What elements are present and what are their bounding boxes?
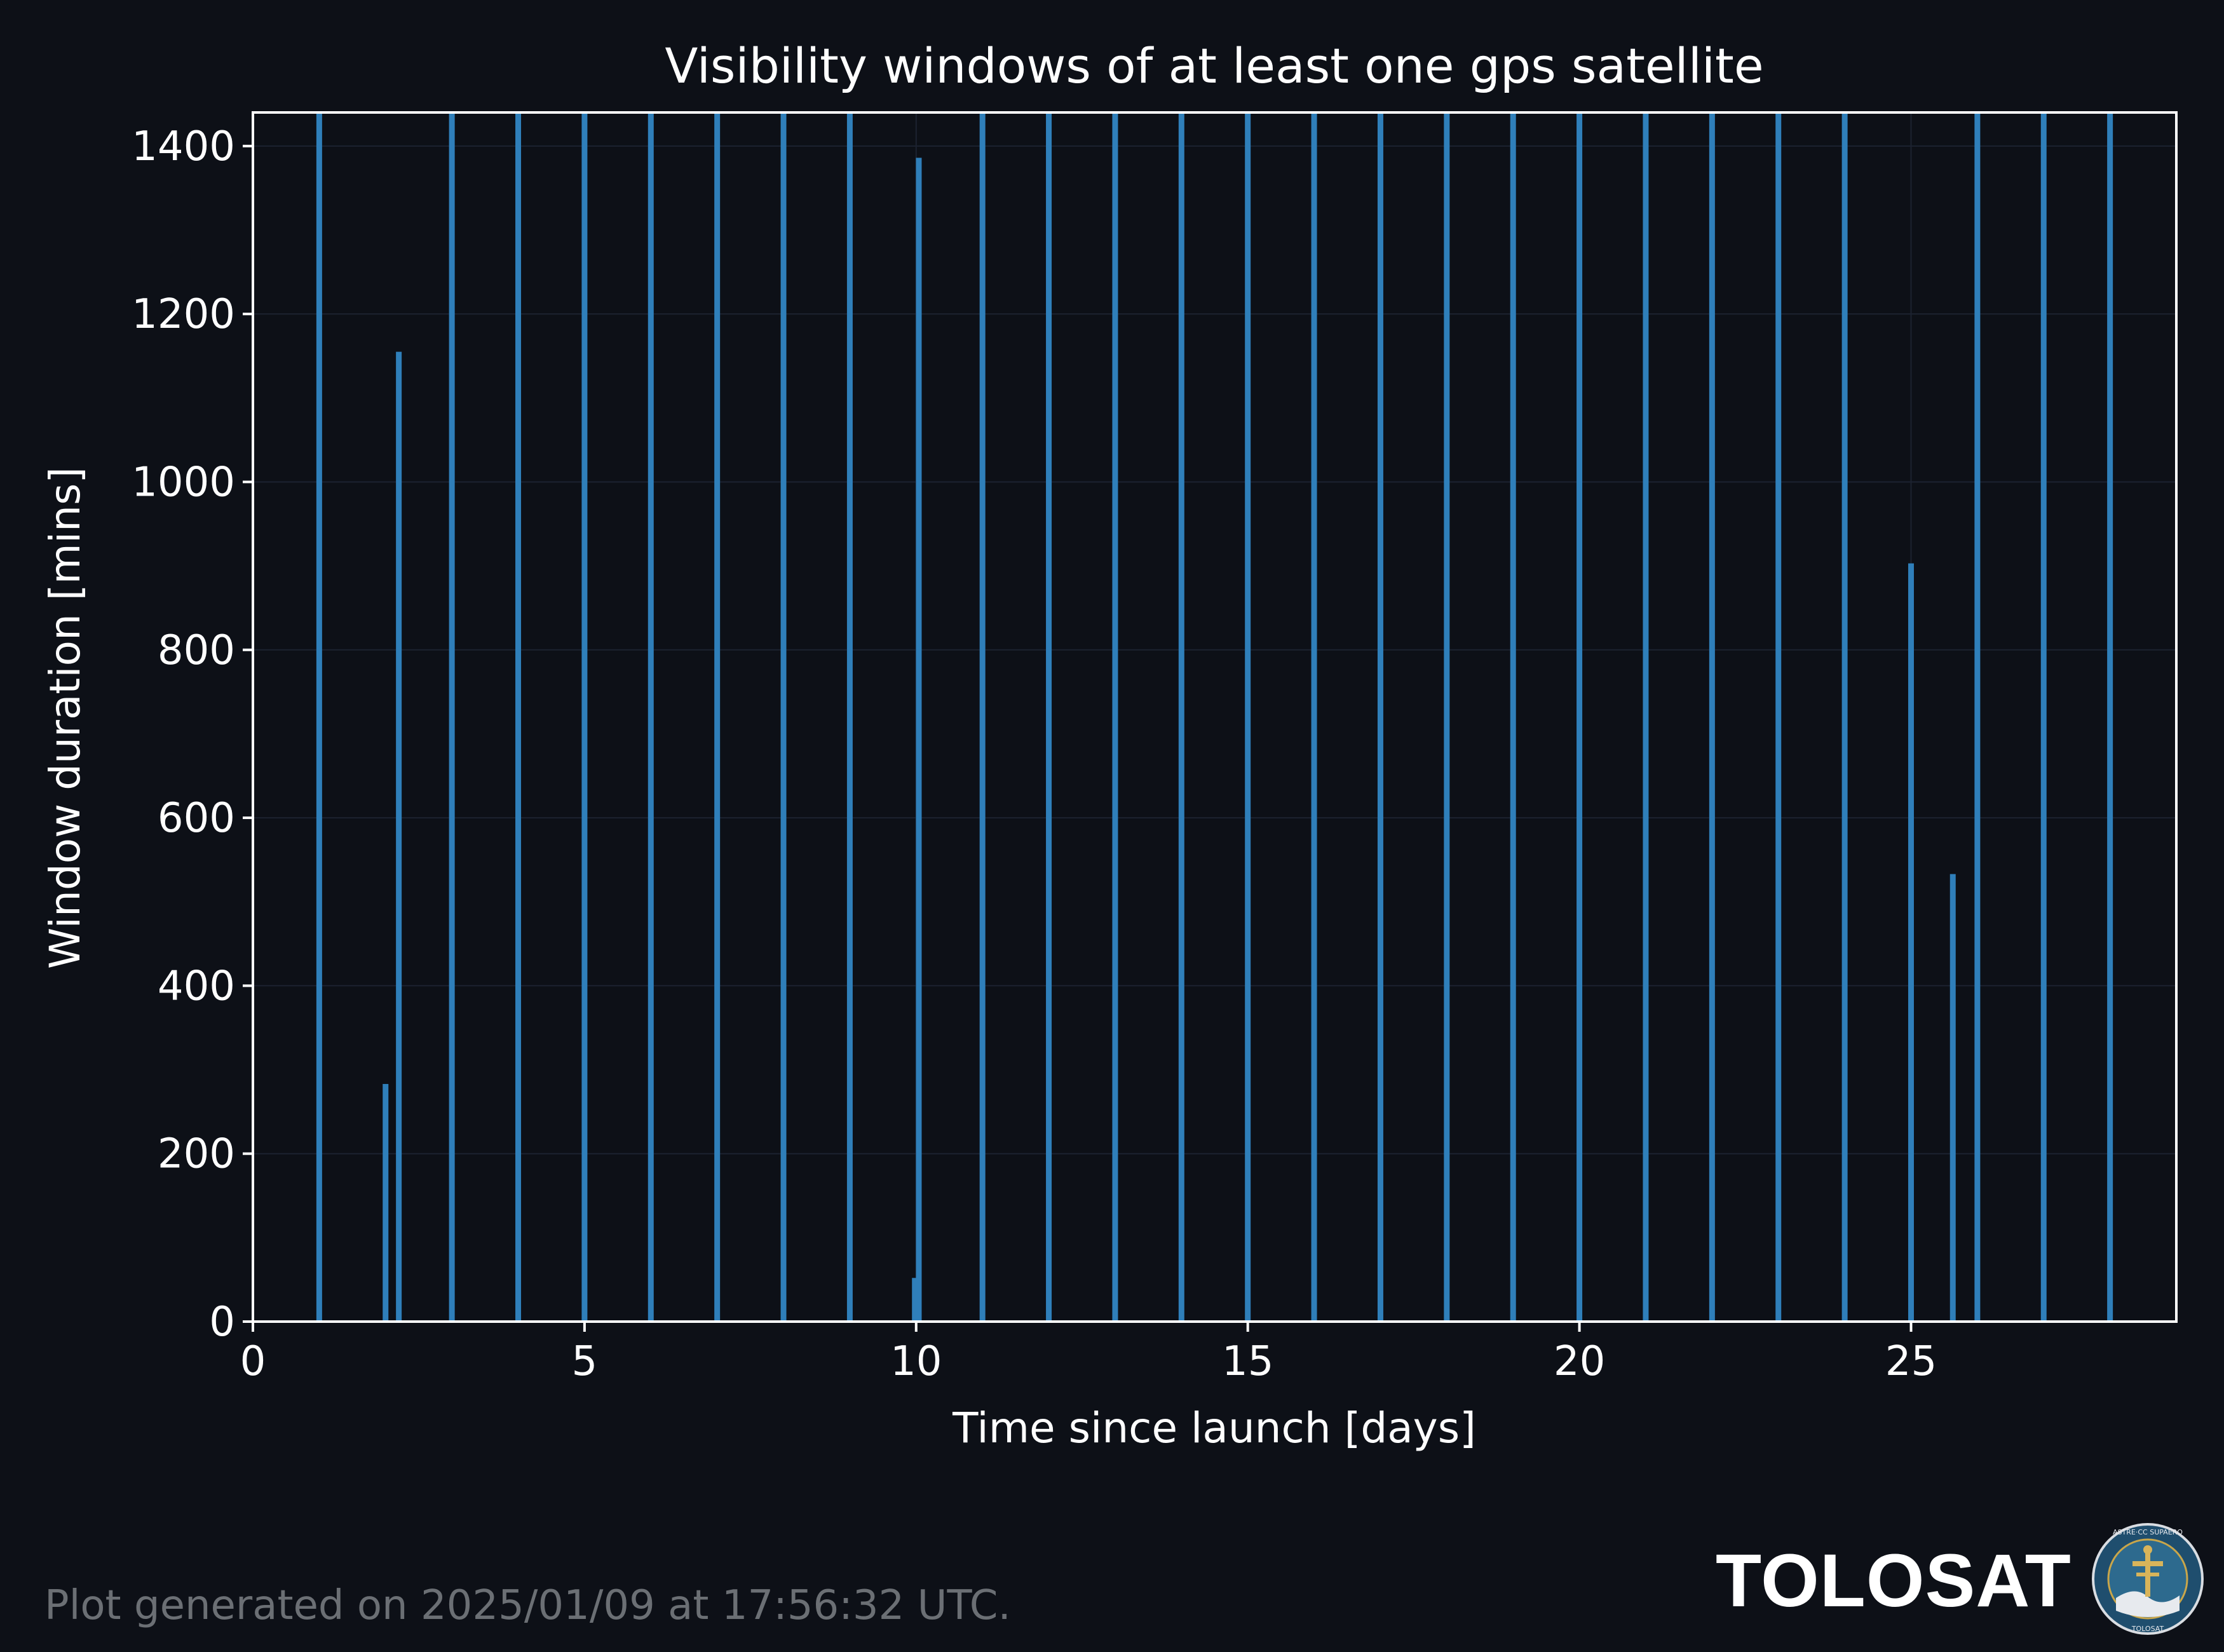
y-axis-label: Window duration [mins]: [41, 467, 90, 969]
visibility-window-bar: [515, 112, 522, 1322]
visibility-window-bar: [1709, 112, 1715, 1322]
visibility-window-bar: [1245, 112, 1251, 1322]
visibility-window-bar: [1444, 112, 1450, 1322]
y-tick-label: 1400: [132, 123, 235, 170]
logo-ring-text-bottom: TOLOSAT: [2131, 1625, 2164, 1633]
plot-frame: [252, 111, 2178, 1323]
brand-wordmark: TOLOSAT: [1716, 1539, 2071, 1623]
y-tick-label: 800: [158, 627, 235, 674]
visibility-window-bar: [1974, 112, 1981, 1322]
x-tick-label: 0: [240, 1338, 266, 1385]
visibility-window-bar: [1178, 112, 1184, 1322]
visibility-window-bar: [846, 112, 853, 1322]
x-tick-label: 10: [890, 1338, 942, 1385]
visibility-window-bar: [1908, 563, 1914, 1322]
visibility-window-bar: [1643, 112, 1649, 1322]
x-tick-label: 5: [572, 1338, 598, 1385]
x-tick-label: 15: [1222, 1338, 1273, 1385]
chart-title: Visibility windows of at least one gps s…: [665, 37, 1763, 94]
visibility-window-bar: [1510, 112, 1516, 1322]
x-axis-ticks: 0 5 10 15 20 25: [240, 1322, 1937, 1385]
y-tick-label: 400: [158, 963, 235, 1010]
y-tick-label: 1200: [132, 291, 235, 338]
visibility-window-bar: [581, 112, 588, 1322]
logo-ring-text-top: ASTRE·CC SUPAERO: [2113, 1528, 2183, 1536]
visibility-window-bar: [648, 112, 654, 1322]
y-tick-label: 0: [209, 1299, 235, 1346]
visibility-window-bar: [2107, 112, 2113, 1322]
visibility-window-bar: [383, 1084, 389, 1322]
visibility-window-bar: [316, 112, 322, 1322]
x-axis-label: Time since launch [days]: [952, 1404, 1476, 1452]
visibility-window-bar: [1841, 112, 1848, 1322]
visibility-window-bar: [714, 112, 721, 1322]
visibility-window-bar: [1576, 112, 1583, 1322]
visibility-window-bar: [2040, 112, 2047, 1322]
visibility-window-bar: [1112, 112, 1118, 1322]
visibility-window-bar: [1775, 112, 1782, 1322]
visibility-window-bar: [780, 112, 787, 1322]
visibility-window-bar: [449, 112, 455, 1322]
visibility-window-bar: [1949, 874, 1956, 1322]
visibility-window-bar: [1377, 112, 1383, 1322]
x-tick-label: 20: [1554, 1338, 1605, 1385]
bars: [316, 112, 2113, 1322]
visibility-window-bar: [979, 112, 986, 1322]
y-tick-label: 600: [158, 795, 235, 842]
visibility-window-bar: [396, 351, 402, 1322]
grid-lines: [252, 112, 2176, 1322]
y-axis-ticks: 0 200 400 600 800 1000 1200 1400: [132, 123, 253, 1346]
y-tick-label: 200: [158, 1131, 235, 1178]
generation-timestamp: Plot generated on 2025/01/09 at 17:56:32…: [44, 1582, 1011, 1629]
visibility-window-bar: [1046, 112, 1052, 1322]
visibility-window-bar: [916, 158, 922, 1322]
x-tick-label: 25: [1885, 1338, 1937, 1385]
tolosat-logo-icon: ASTRE·CC SUPAERO TOLOSAT: [2092, 1523, 2204, 1635]
chart: 0 5 10 15 20 25 0 200 400 600 800 1000 1200 1400 Vis…: [41, 37, 2178, 1452]
visibility-window-bar: [1311, 112, 1317, 1322]
visibility-window-bar: [912, 1278, 918, 1322]
y-tick-label: 1000: [132, 459, 235, 506]
